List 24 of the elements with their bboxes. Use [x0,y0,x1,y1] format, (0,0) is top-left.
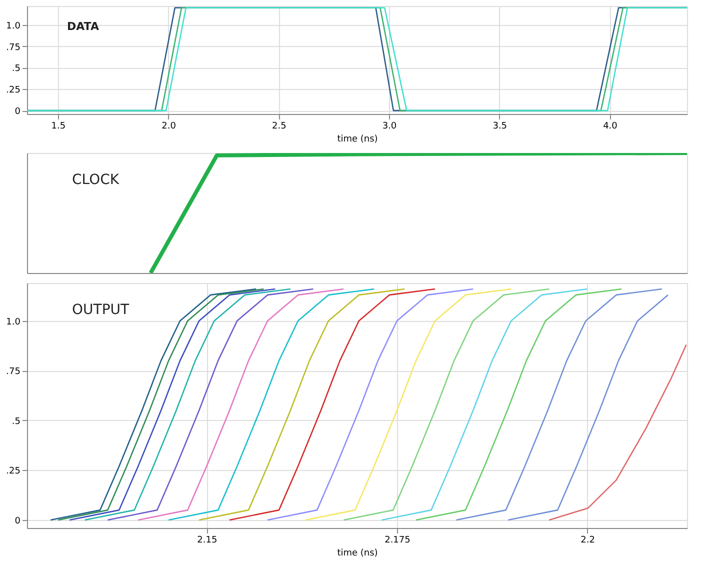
x-tick-label: 2.175 [384,536,410,546]
y-tick-label: 0 [14,107,21,118]
text: OUTPUT [72,302,130,318]
x-tick-label: 2.5 [272,122,286,132]
x-tick-label: 1.5 [51,122,66,132]
y-tick-label: .5 [12,64,20,74]
y-tick-label: 0 [14,516,21,527]
y-tick-label: .25 [6,466,20,477]
x-tick-label: 4.0 [603,122,618,132]
x-axis-title: time (ns) [337,548,378,558]
y-tick-label: 1.0 [6,317,21,328]
x-tick-label: 3.0 [382,122,397,132]
y-tick-label: .5 [12,416,20,427]
y-tick-label: .75 [6,42,20,53]
x-tick-label: 2.0 [162,122,176,132]
x-tick-label: 3.5 [492,122,508,132]
text: DATA [67,20,100,33]
x-tick-label: 2.2 [580,536,595,546]
y-tick-label: .75 [6,367,20,378]
y-tick-label: 1.0 [6,21,21,32]
x-tick-label: 2.15 [197,536,218,546]
y-tick-label: .25 [6,86,20,96]
x-axis-title: time (ns) [337,134,378,144]
text: CLOCK [72,172,120,188]
